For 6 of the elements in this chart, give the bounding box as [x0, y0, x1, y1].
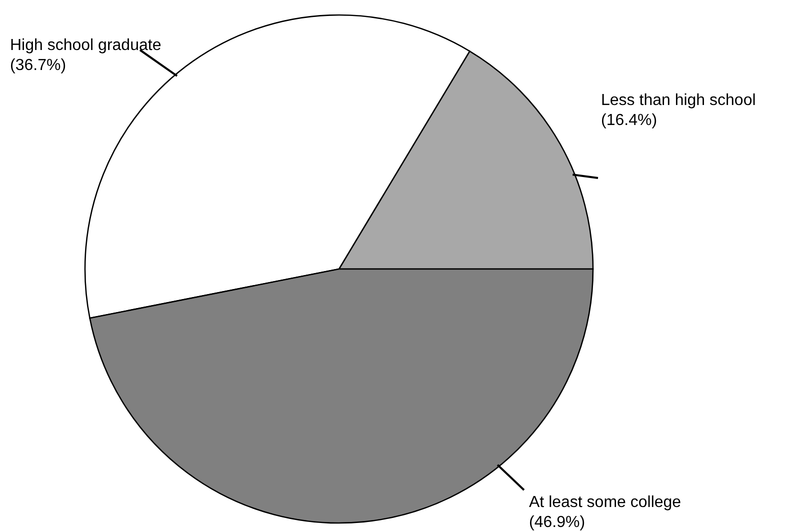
data-label: (16.4%)	[601, 112, 658, 129]
slice-label: At least some college	[529, 494, 682, 511]
slice-label: Less than high school	[601, 92, 756, 109]
data-label: (36.7%)	[10, 57, 66, 74]
data-label: (46.9%)	[529, 514, 586, 531]
slice-label: High school graduate	[10, 37, 162, 54]
